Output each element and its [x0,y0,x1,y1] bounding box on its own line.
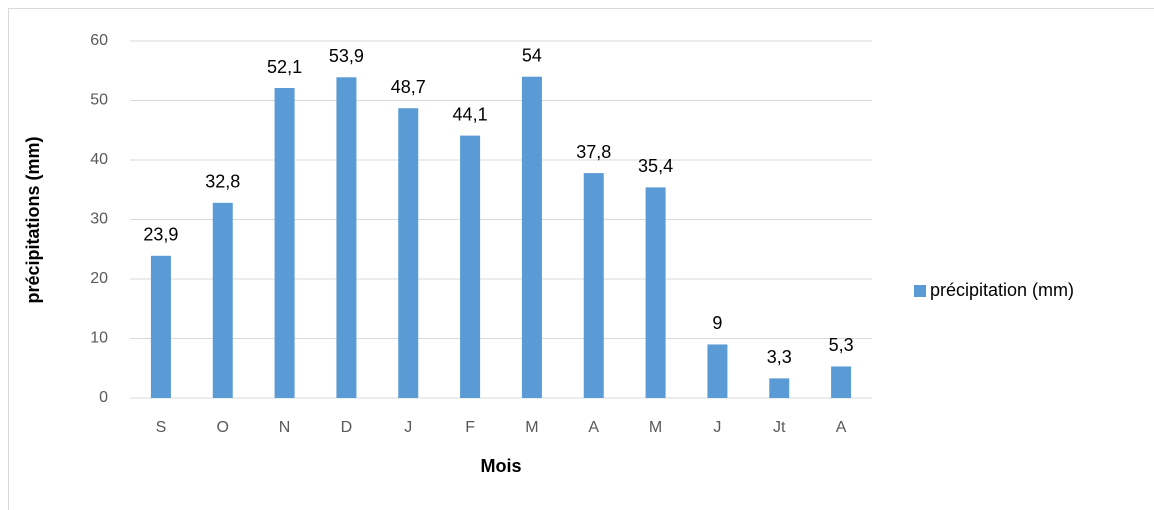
bar [460,135,481,399]
y-tick-label: 50 [90,92,108,109]
bar [521,76,542,398]
bar [274,88,295,398]
value-label: 54 [522,45,542,65]
bar [645,187,666,398]
x-tick-label: M [525,419,538,436]
bar [707,344,728,398]
x-tick-label: A [588,419,599,436]
x-axis-title: Mois [480,456,521,476]
y-tick-label: 0 [99,389,108,406]
value-label: 9 [712,313,722,333]
x-tick-label: O [217,419,229,436]
value-label: 23,9 [143,225,178,245]
bar [583,173,604,398]
value-label: 53,9 [329,46,364,66]
y-tick-label: 20 [90,270,108,287]
x-tick-label: J [404,419,412,436]
legend-swatch [914,285,926,297]
bar [769,378,790,398]
value-label: 44,1 [453,104,488,124]
legend-label: précipitation (mm) [930,280,1074,300]
bar [831,366,852,398]
y-tick-label: 60 [90,32,108,49]
bar [150,255,171,398]
bar [336,77,357,399]
value-label: 52,1 [267,57,302,77]
chart-frame [8,8,1154,510]
value-label: 3,3 [767,347,792,367]
value-label: 35,4 [638,156,673,176]
x-tick-label: Jt [773,419,786,436]
value-label: 37,8 [576,142,611,162]
bar [212,202,233,398]
y-tick-label: 10 [90,330,108,347]
y-tick-label: 40 [90,151,108,168]
x-tick-label: F [465,419,475,436]
x-tick-label: A [836,419,847,436]
y-tick-label: 30 [90,211,108,228]
bar [398,108,419,399]
x-tick-label: S [156,419,167,436]
x-tick-label: N [279,419,291,436]
value-label: 5,3 [829,335,854,355]
x-tick-label: D [341,419,353,436]
y-axis-title: précipitations (mm) [23,136,43,303]
x-tick-label: M [649,419,662,436]
x-tick-label: J [713,419,721,436]
value-label: 32,8 [205,172,240,192]
value-label: 48,7 [391,77,426,97]
